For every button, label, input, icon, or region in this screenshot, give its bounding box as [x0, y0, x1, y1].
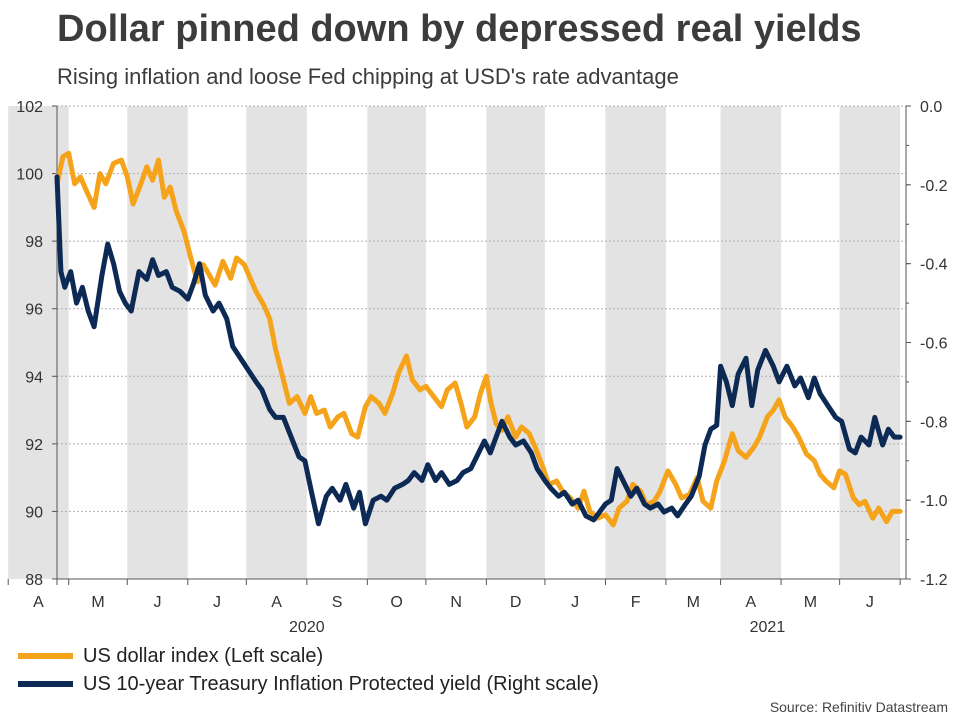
chart-title: Dollar pinned down by depressed real yie…: [57, 8, 862, 50]
month-band: [127, 106, 188, 579]
y-left-tick-label: 92: [25, 437, 43, 454]
legend-label-tips: US 10-year Treasury Inflation Protected …: [83, 672, 599, 695]
y-left-tick-label: 96: [25, 302, 43, 319]
month-band: [486, 106, 545, 579]
month-band: [605, 106, 666, 579]
y-left-tick-label: 100: [16, 167, 43, 184]
y-left-tick-label: 88: [25, 572, 43, 589]
x-tick-label: J: [571, 594, 579, 611]
y-right-tick-label: -0.4: [920, 257, 948, 274]
x-tick-label: M: [687, 594, 700, 611]
y-right-tick-label: 0.0: [920, 99, 942, 116]
legend-item-tips: US 10-year Treasury Inflation Protected …: [18, 670, 599, 698]
x-year-label: 2020: [289, 619, 325, 636]
month-band: [367, 106, 426, 579]
y-right-tick-label: -0.6: [920, 336, 948, 353]
y-left-tick-label: 98: [25, 234, 43, 251]
legend-item-dollar: US dollar index (Left scale): [18, 642, 599, 670]
month-band: [720, 106, 782, 579]
month-band: [839, 106, 901, 579]
x-tick-label: A: [746, 594, 757, 611]
y-right-tick-label: -1.0: [920, 493, 948, 510]
x-tick-label: A: [33, 594, 44, 611]
x-tick-label: O: [390, 594, 402, 611]
x-tick-label: J: [213, 594, 221, 611]
x-tick-label: A: [271, 594, 282, 611]
y-left-tick-label: 94: [25, 369, 43, 386]
x-tick-label: J: [866, 594, 874, 611]
y-right-tick-label: -0.2: [920, 178, 948, 195]
series-line-tips-yield: [54, 174, 903, 527]
y-left-tick-label: 102: [16, 99, 43, 116]
series-line-dollar-index: [54, 150, 903, 528]
x-year-label: 2021: [750, 619, 786, 636]
y-right-tick-label: -1.2: [920, 572, 948, 589]
legend-swatch-tips: [18, 681, 73, 687]
x-tick-label: J: [154, 594, 162, 611]
legend: US dollar index (Left scale) US 10-year …: [18, 642, 599, 698]
source-note: Source: Refinitiv Datastream: [769, 699, 948, 715]
legend-swatch-dollar: [18, 653, 73, 659]
x-tick-label: S: [332, 594, 343, 611]
x-tick-label: M: [804, 594, 817, 611]
x-tick-label: F: [631, 594, 641, 611]
y-left-tick-label: 90: [25, 504, 43, 521]
legend-label-dollar: US dollar index (Left scale): [83, 644, 324, 667]
x-tick-label: D: [510, 594, 522, 611]
x-tick-label: M: [91, 594, 104, 611]
y-right-tick-label: -0.8: [920, 414, 948, 431]
x-tick-label: N: [450, 594, 462, 611]
chart-subtitle: Rising inflation and loose Fed chipping …: [57, 64, 679, 89]
